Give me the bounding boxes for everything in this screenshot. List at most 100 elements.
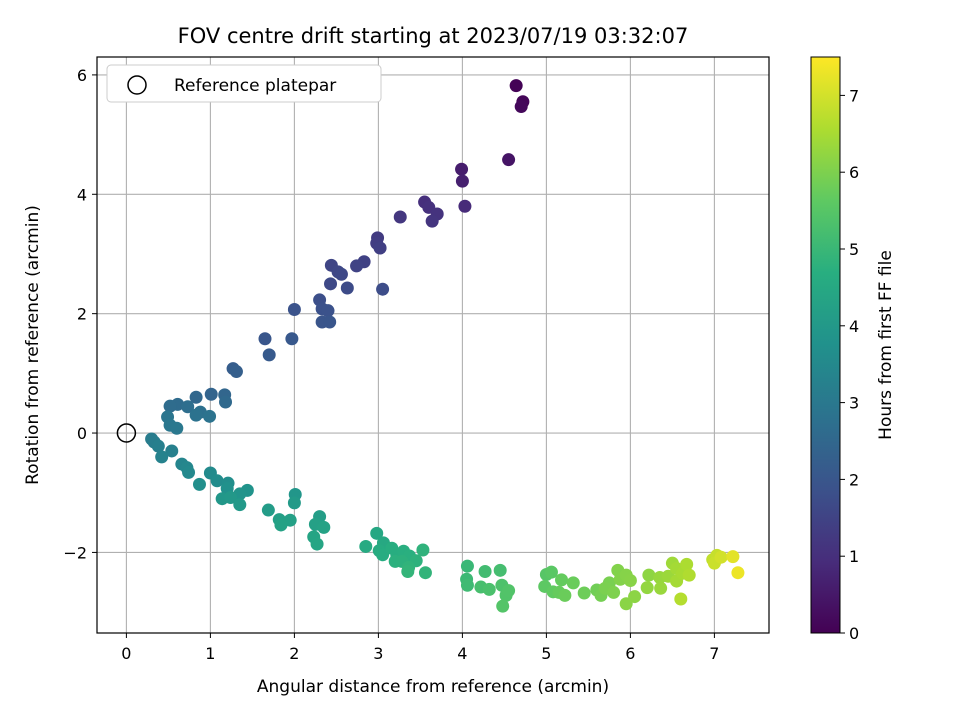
data-point bbox=[714, 550, 728, 564]
grid bbox=[97, 57, 769, 633]
data-point bbox=[285, 332, 299, 346]
data-point bbox=[373, 241, 387, 255]
data-point bbox=[287, 496, 301, 510]
data-point bbox=[189, 408, 203, 422]
data-point bbox=[478, 565, 492, 579]
data-point bbox=[155, 450, 169, 464]
data-point bbox=[566, 576, 580, 590]
data-point bbox=[359, 539, 373, 553]
data-point bbox=[642, 568, 656, 582]
x-axis-ticks: 0 1 2 3 4 5 6 7 bbox=[121, 633, 719, 663]
colorbar-tick-label: 7 bbox=[849, 86, 859, 105]
x-tick-label: 7 bbox=[709, 644, 719, 663]
data-point bbox=[654, 581, 668, 595]
reference-marker bbox=[116, 423, 137, 443]
x-axis-label: Angular distance from reference (arcmin) bbox=[257, 677, 609, 697]
data-point bbox=[370, 526, 384, 540]
data-point bbox=[555, 573, 569, 587]
x-tick-label: 5 bbox=[541, 644, 551, 663]
data-point bbox=[682, 568, 696, 582]
data-point bbox=[558, 588, 572, 602]
legend: Reference platepar bbox=[106, 64, 382, 103]
y-tick-label: −2 bbox=[63, 543, 87, 562]
data-point bbox=[334, 267, 348, 281]
data-point bbox=[623, 573, 637, 587]
data-point bbox=[182, 465, 196, 479]
colorbar-ticks: 0 1 2 3 4 5 6 7 bbox=[840, 86, 859, 643]
data-point bbox=[726, 550, 740, 564]
colorbar-label: Hours from first FF file bbox=[876, 250, 896, 440]
x-tick-label: 3 bbox=[373, 644, 383, 663]
data-point bbox=[219, 395, 233, 409]
data-point bbox=[151, 439, 165, 453]
data-point bbox=[229, 365, 243, 379]
scatter-points bbox=[145, 79, 745, 613]
colorbar-tick-label: 5 bbox=[849, 240, 859, 259]
data-point bbox=[502, 153, 516, 167]
y-tick-label: 2 bbox=[77, 305, 87, 324]
data-point bbox=[458, 199, 472, 213]
data-point bbox=[731, 566, 745, 580]
x-tick-label: 1 bbox=[205, 644, 215, 663]
data-point bbox=[674, 592, 688, 606]
data-point bbox=[321, 304, 335, 318]
data-point bbox=[350, 259, 364, 273]
plot-frame bbox=[96, 56, 770, 634]
data-point bbox=[482, 582, 496, 596]
data-point bbox=[680, 557, 694, 571]
data-point bbox=[416, 543, 430, 557]
data-point bbox=[287, 302, 301, 316]
data-point bbox=[310, 537, 324, 551]
legend-reference-marker bbox=[127, 75, 147, 95]
data-point bbox=[262, 348, 276, 362]
data-point bbox=[261, 503, 275, 517]
data-point bbox=[181, 400, 195, 414]
legend-entry-reference: Reference platepar bbox=[174, 76, 336, 96]
colorbar-tick-label: 0 bbox=[849, 624, 859, 643]
y-tick-label: 0 bbox=[77, 424, 87, 443]
data-point bbox=[509, 79, 523, 93]
colorbar-tick-label: 2 bbox=[849, 470, 859, 489]
data-point bbox=[317, 520, 331, 534]
colorbar-tick-label: 6 bbox=[849, 163, 859, 182]
y-axis-ticks: −2 0 2 4 6 bbox=[63, 66, 97, 562]
data-point bbox=[224, 491, 238, 505]
data-point bbox=[340, 281, 354, 295]
data-point bbox=[163, 399, 177, 413]
data-point bbox=[455, 174, 469, 188]
x-tick-label: 0 bbox=[121, 644, 131, 663]
chart-title: FOV centre drift starting at 2023/07/19 … bbox=[178, 24, 689, 48]
data-point bbox=[455, 162, 469, 176]
data-point bbox=[577, 586, 591, 600]
data-point bbox=[323, 315, 337, 329]
data-point bbox=[258, 332, 272, 346]
data-point bbox=[502, 584, 516, 598]
data-point bbox=[189, 390, 203, 404]
legend-box bbox=[106, 64, 382, 103]
data-point bbox=[628, 590, 642, 604]
data-point bbox=[376, 548, 390, 562]
data-point bbox=[514, 100, 528, 114]
y-axis-label: Rotation from reference (arcmin) bbox=[23, 205, 43, 485]
colorbar: 0 1 2 3 4 5 6 7 Hours from first FF file bbox=[810, 56, 896, 643]
data-point bbox=[210, 474, 224, 488]
data-point bbox=[393, 210, 407, 224]
data-point bbox=[425, 214, 439, 228]
data-point bbox=[204, 387, 218, 401]
colorbar-tick-label: 4 bbox=[849, 317, 859, 336]
data-point bbox=[460, 578, 474, 592]
colorbar-tick-label: 1 bbox=[849, 547, 859, 566]
data-point bbox=[640, 581, 654, 595]
data-point bbox=[170, 421, 184, 435]
data-point bbox=[401, 565, 415, 579]
data-point bbox=[192, 477, 206, 491]
data-point bbox=[165, 444, 179, 458]
x-tick-label: 2 bbox=[289, 644, 299, 663]
data-point bbox=[544, 565, 558, 579]
data-point bbox=[203, 409, 217, 423]
data-point bbox=[324, 277, 338, 291]
data-point bbox=[460, 559, 474, 573]
data-point bbox=[607, 585, 621, 599]
data-point bbox=[376, 282, 390, 296]
